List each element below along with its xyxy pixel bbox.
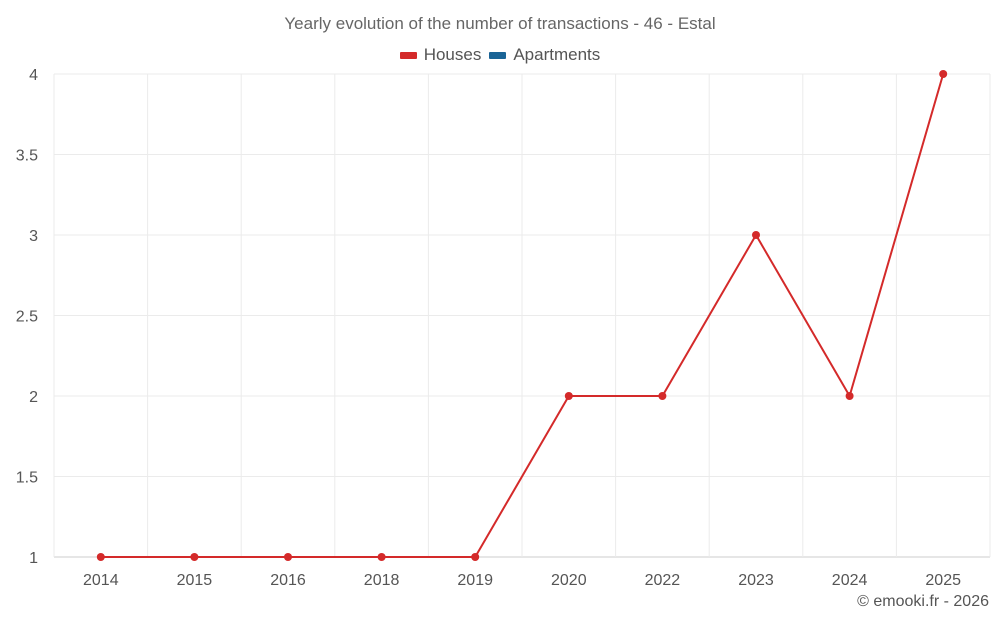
legend-item-houses[interactable]: Houses xyxy=(399,45,482,65)
data-point xyxy=(939,70,948,78)
y-tick-label: 1 xyxy=(29,550,38,567)
legend-swatch-houses xyxy=(399,51,417,59)
data-point xyxy=(96,553,105,561)
data-point xyxy=(284,553,292,561)
chart-title: Yearly evolution of the number of transa… xyxy=(284,14,716,33)
y-tick-label: 4 xyxy=(29,67,38,84)
data-point xyxy=(845,392,854,400)
legend: Houses Apartments xyxy=(0,45,1000,65)
data-point xyxy=(752,231,760,239)
y-tick-label: 2.5 xyxy=(16,309,38,326)
x-tick-label: 2015 xyxy=(177,572,213,589)
legend-swatch-apartments xyxy=(489,51,507,59)
data-point xyxy=(190,553,199,561)
x-tick-label: 2022 xyxy=(645,572,681,589)
data-point xyxy=(377,553,386,561)
x-tick-label: 2018 xyxy=(364,572,400,589)
x-tick-label: 2020 xyxy=(551,572,587,589)
x-tick-label: 2024 xyxy=(832,572,868,589)
legend-item-apartments[interactable]: Apartments xyxy=(489,45,600,65)
x-tick-label: 2014 xyxy=(83,572,119,589)
y-tick-label: 2 xyxy=(29,389,38,406)
credit-text: © emooki.fr - 2026 xyxy=(857,593,989,610)
series-line-houses xyxy=(100,73,945,558)
x-tick-label: 2025 xyxy=(925,572,961,589)
legend-label-houses: Houses xyxy=(423,45,482,64)
y-tick-label: 1.5 xyxy=(16,470,38,487)
x-tick-label: 2019 xyxy=(457,572,493,589)
data-point xyxy=(471,553,480,561)
legend-label-apartments: Apartments xyxy=(513,45,601,64)
y-tick-label: 3 xyxy=(29,228,38,245)
data-point xyxy=(564,392,573,400)
x-tick-label: 2016 xyxy=(270,572,306,589)
x-tick-label: 2023 xyxy=(738,572,774,589)
y-tick-label: 3.5 xyxy=(16,148,38,165)
data-point xyxy=(658,392,667,400)
